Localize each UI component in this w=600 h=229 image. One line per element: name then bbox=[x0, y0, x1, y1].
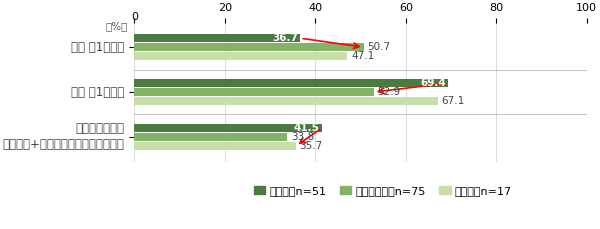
Text: 33.8: 33.8 bbox=[291, 132, 314, 142]
Text: 67.1: 67.1 bbox=[442, 96, 465, 106]
Bar bbox=[134, 124, 322, 132]
Bar bbox=[134, 52, 347, 60]
Bar bbox=[134, 88, 374, 96]
Text: （%）: （%） bbox=[105, 21, 128, 31]
Text: 52.9: 52.9 bbox=[377, 87, 401, 97]
Text: 47.1: 47.1 bbox=[351, 51, 374, 61]
Text: 41.5: 41.5 bbox=[294, 123, 320, 133]
Bar bbox=[134, 142, 296, 150]
Bar bbox=[134, 79, 448, 87]
Text: 35.7: 35.7 bbox=[299, 141, 323, 151]
Legend: ロバストn=51, プレフレイルn=75, フレイルn=17: ロバストn=51, プレフレイルn=75, フレイルn=17 bbox=[250, 182, 517, 201]
Text: 69.4: 69.4 bbox=[420, 78, 446, 88]
Bar bbox=[134, 97, 438, 105]
Bar bbox=[134, 34, 301, 42]
Text: 50.7: 50.7 bbox=[367, 42, 391, 52]
Text: 0: 0 bbox=[131, 13, 138, 22]
Text: 36.7: 36.7 bbox=[272, 33, 298, 43]
Bar bbox=[134, 43, 364, 51]
Bar bbox=[134, 133, 287, 141]
